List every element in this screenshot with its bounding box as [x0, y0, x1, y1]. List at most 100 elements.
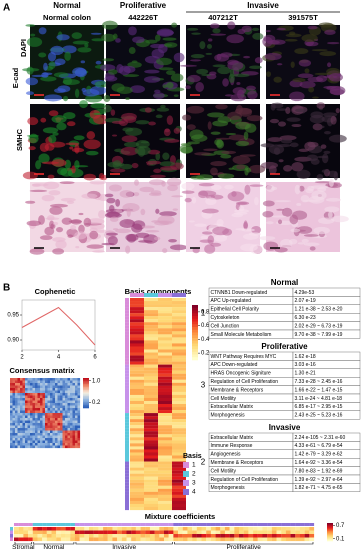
consensus-cell — [42, 383, 46, 386]
basis-cell — [172, 503, 186, 508]
consensus-cell — [45, 393, 48, 396]
consensus-cell — [37, 413, 41, 416]
consensus-cell — [27, 430, 31, 434]
consensus-cell — [35, 445, 38, 449]
consensus-cell — [75, 413, 78, 416]
mixture-cell — [32, 534, 38, 538]
consensus-cell — [25, 388, 28, 391]
consensus-cell — [35, 415, 38, 419]
consensus-cell — [37, 388, 41, 391]
consensus-cell — [35, 400, 38, 404]
mixture-cell — [257, 537, 263, 542]
mixture-cell — [229, 534, 235, 538]
consensus-cell — [60, 443, 63, 446]
consensus-cell — [77, 433, 81, 436]
basis-cell — [130, 379, 144, 383]
colorbar-cell — [83, 378, 89, 380]
consensus-cell — [57, 445, 61, 449]
consensus-cell — [35, 385, 38, 389]
basis-cell — [172, 328, 186, 332]
consensus-cell — [32, 383, 36, 386]
consensus-cell — [40, 430, 43, 434]
annotation-cell — [125, 419, 129, 423]
basis-cell — [158, 379, 172, 383]
tissue — [283, 165, 293, 172]
colorbar-cell — [192, 335, 198, 339]
tissue — [200, 235, 209, 240]
tissue — [238, 205, 245, 212]
tissue — [198, 190, 209, 199]
basis-cell — [144, 382, 158, 386]
consensus-cell — [37, 435, 41, 439]
tissue — [98, 209, 107, 219]
consensus-cell — [75, 435, 78, 439]
consensus-cell — [40, 380, 43, 384]
basis-cell — [172, 310, 186, 314]
tissue — [38, 215, 45, 225]
tissue — [103, 94, 111, 103]
consensus-cell — [60, 385, 63, 389]
consensus-cell — [72, 383, 76, 386]
consensus-cell — [75, 408, 78, 411]
tissue — [50, 45, 64, 56]
consensus-cell — [32, 400, 36, 404]
mixture-cell — [140, 534, 146, 538]
consensus-cell — [77, 410, 81, 414]
consensus-cell — [25, 413, 28, 416]
consensus-cell — [20, 433, 23, 436]
tissue — [70, 219, 82, 225]
label: 0.2 — [201, 351, 210, 357]
tissue — [162, 152, 170, 161]
label: 1 — [201, 308, 206, 317]
consensus-cell — [47, 408, 51, 411]
mixture-cell — [276, 534, 282, 538]
tissue — [144, 69, 160, 74]
basis-cell — [144, 325, 158, 329]
tissue — [22, 171, 38, 180]
basis-cell — [130, 319, 144, 323]
mixture-cell — [267, 537, 272, 542]
consensus-cell — [27, 433, 31, 436]
tissue — [232, 155, 251, 165]
tissue — [86, 131, 96, 140]
label: 4.33 e-61 ~ 6.79 e-54 — [295, 443, 343, 449]
consensus-cell — [30, 443, 33, 446]
basis-cell — [144, 364, 158, 368]
basis-cell — [144, 503, 158, 508]
mixture-cell — [229, 527, 235, 531]
tissue — [212, 64, 226, 68]
mixture-cell — [182, 537, 188, 542]
consensus-cell — [20, 390, 23, 394]
consensus-cell — [47, 423, 51, 426]
basis-cell — [172, 316, 186, 320]
consensus-cell — [62, 403, 66, 406]
consensus-cell — [22, 400, 26, 404]
colorbar-cell — [83, 391, 89, 394]
consensus-cell — [77, 378, 81, 381]
basis-cell — [144, 464, 158, 468]
colorbar-cell — [327, 532, 333, 534]
consensus-cell — [12, 420, 16, 424]
consensus-cell — [15, 383, 18, 386]
consensus-cell — [50, 400, 53, 404]
tissue — [192, 247, 200, 254]
consensus-cell — [42, 425, 46, 429]
basis-cell — [172, 470, 186, 474]
colorbar-cell — [327, 531, 333, 533]
consensus-cell — [52, 420, 56, 424]
tissue — [52, 237, 66, 242]
consensus-cell — [25, 383, 28, 386]
consensus-cell — [47, 440, 51, 444]
tissue — [56, 122, 67, 131]
mixture-cell — [285, 530, 291, 535]
basis-cell — [158, 434, 172, 438]
consensus-cell — [17, 435, 21, 439]
colorbar-cell — [192, 351, 198, 355]
mixture-row — [10, 527, 13, 531]
tissue — [186, 27, 199, 31]
basis-cell — [172, 452, 186, 456]
consensus-cell — [77, 383, 81, 386]
mixture-cell — [299, 530, 305, 535]
mixture-cell — [121, 534, 127, 538]
consensus-cell — [32, 410, 36, 414]
